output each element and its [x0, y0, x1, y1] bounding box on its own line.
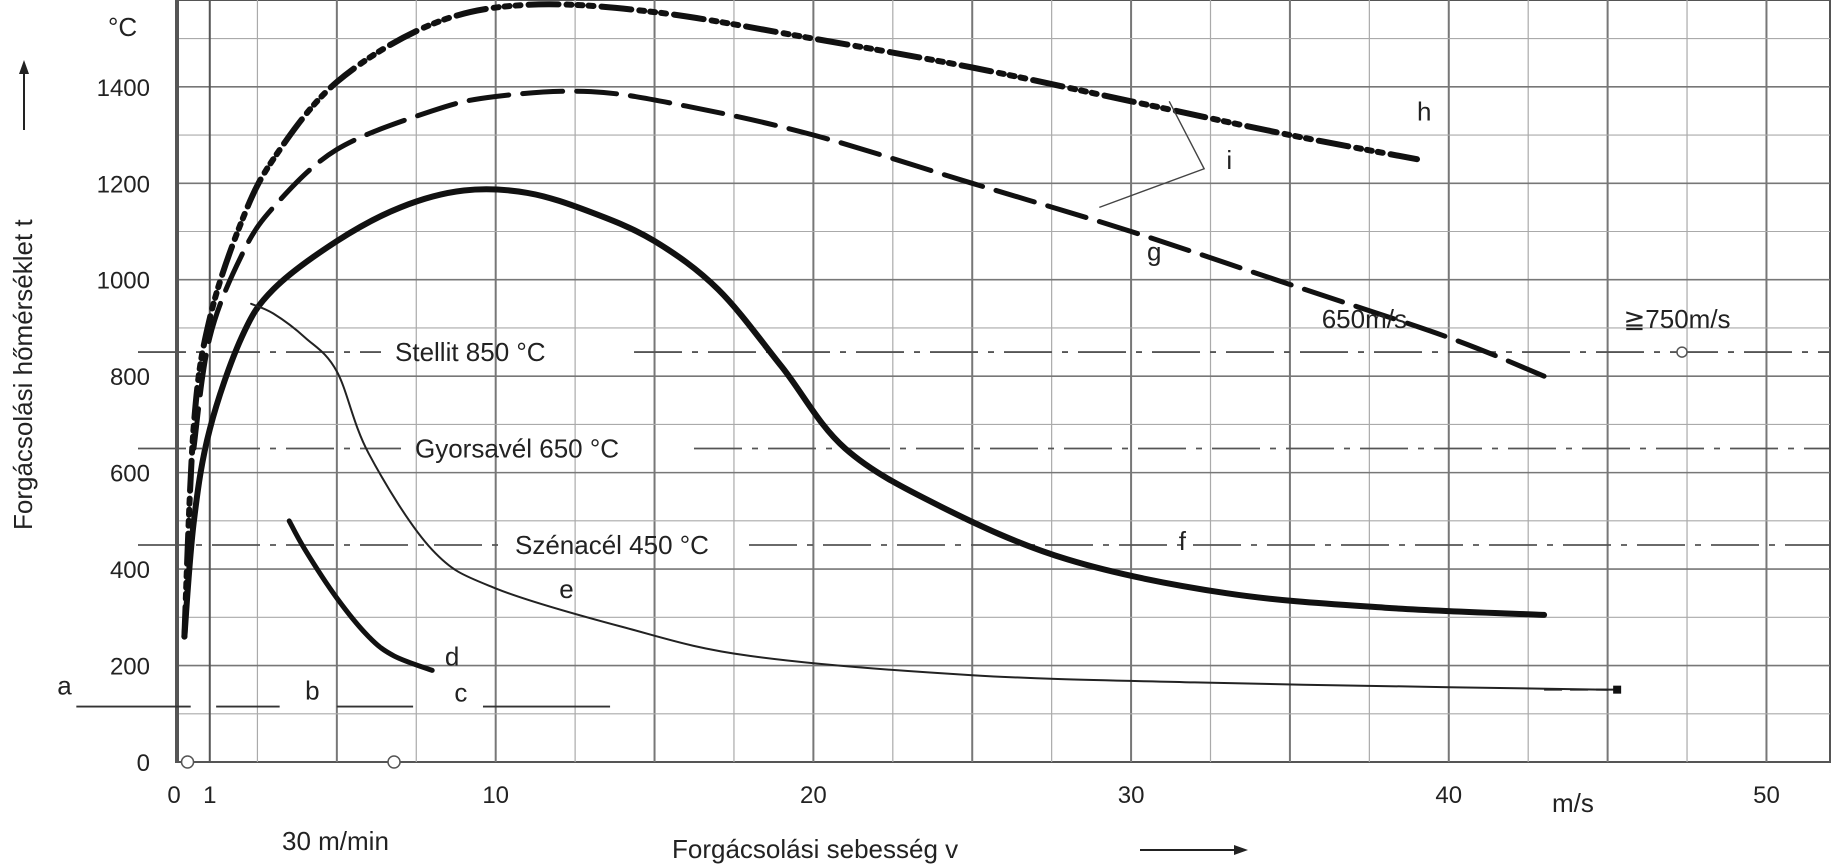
x-extra-label: 30 m/min — [282, 826, 389, 856]
y-tick-label: 600 — [110, 461, 150, 488]
reference-label: Szénacél 450 °C — [515, 530, 709, 560]
x-axis-title: Forgácsolási sebesség v — [672, 834, 958, 864]
annotation-label: g — [1147, 236, 1161, 266]
annotation-label: f — [1179, 526, 1187, 556]
series-line-d — [286, 518, 435, 673]
marker-circle — [387, 755, 401, 769]
annotation-label: ≧750m/s — [1624, 304, 1731, 334]
annotations: h i g f e d a b c 650m/s ≧750m/s — [57, 97, 1730, 708]
y-tick-label: 1000 — [97, 268, 150, 295]
annotation-label: h — [1417, 97, 1431, 127]
annotation-label: d — [445, 642, 459, 672]
y-axis-arrow-icon — [19, 60, 29, 130]
series-line-g — [191, 88, 1547, 451]
reference-lines: Stellit 850 °C Gyorsavél 650 °C Szénacél 4… — [138, 337, 1830, 769]
x-tick-label: 10 — [482, 782, 509, 809]
reference-label: Stellit 850 °C — [395, 337, 546, 367]
annotation-label: i — [1226, 145, 1232, 175]
y-tick-label: 800 — [110, 364, 150, 391]
annotation-label: a — [57, 670, 72, 700]
x-tick-label: 50 — [1753, 782, 1780, 809]
plot-frame — [175, 0, 1831, 763]
series-lines — [76, 1, 1622, 708]
y-tick-label: 0 — [137, 750, 150, 777]
annotation-label: c — [454, 678, 467, 708]
series-line-f — [181, 186, 1548, 640]
x-tick-label: 30 — [1118, 782, 1145, 809]
y-tick-label: 400 — [110, 557, 150, 584]
x-tick-label: 40 — [1435, 782, 1462, 809]
annotation-label: e — [559, 574, 573, 604]
series-line-h — [181, 1, 1420, 640]
x-tick-label: 0 — [167, 782, 180, 809]
series-line-e — [250, 302, 1609, 691]
grid — [175, 0, 1831, 763]
reference-label: Gyorsavél 650 °C — [415, 434, 619, 464]
x-tick-label: 1 — [203, 782, 216, 809]
y-tick-label: 1200 — [97, 171, 150, 198]
annotation-label: 650m/s — [1322, 304, 1407, 334]
marker-circle — [1676, 346, 1688, 358]
y-tick-label: 1400 — [97, 75, 150, 102]
x-unit-label: m/s — [1552, 788, 1594, 818]
annotation-label: b — [305, 675, 319, 705]
y-axis-title: Forgácsolási hőmérséklet t — [8, 219, 38, 530]
series-e-endpoint — [1613, 685, 1622, 694]
y-tick-label: 200 — [110, 654, 150, 681]
x-tick-label: 20 — [800, 782, 827, 809]
y-unit-label: °C — [108, 12, 137, 42]
x-axis-arrow-icon — [1140, 845, 1248, 855]
marker-circle — [180, 755, 195, 769]
leader-line-i — [1099, 100, 1206, 209]
